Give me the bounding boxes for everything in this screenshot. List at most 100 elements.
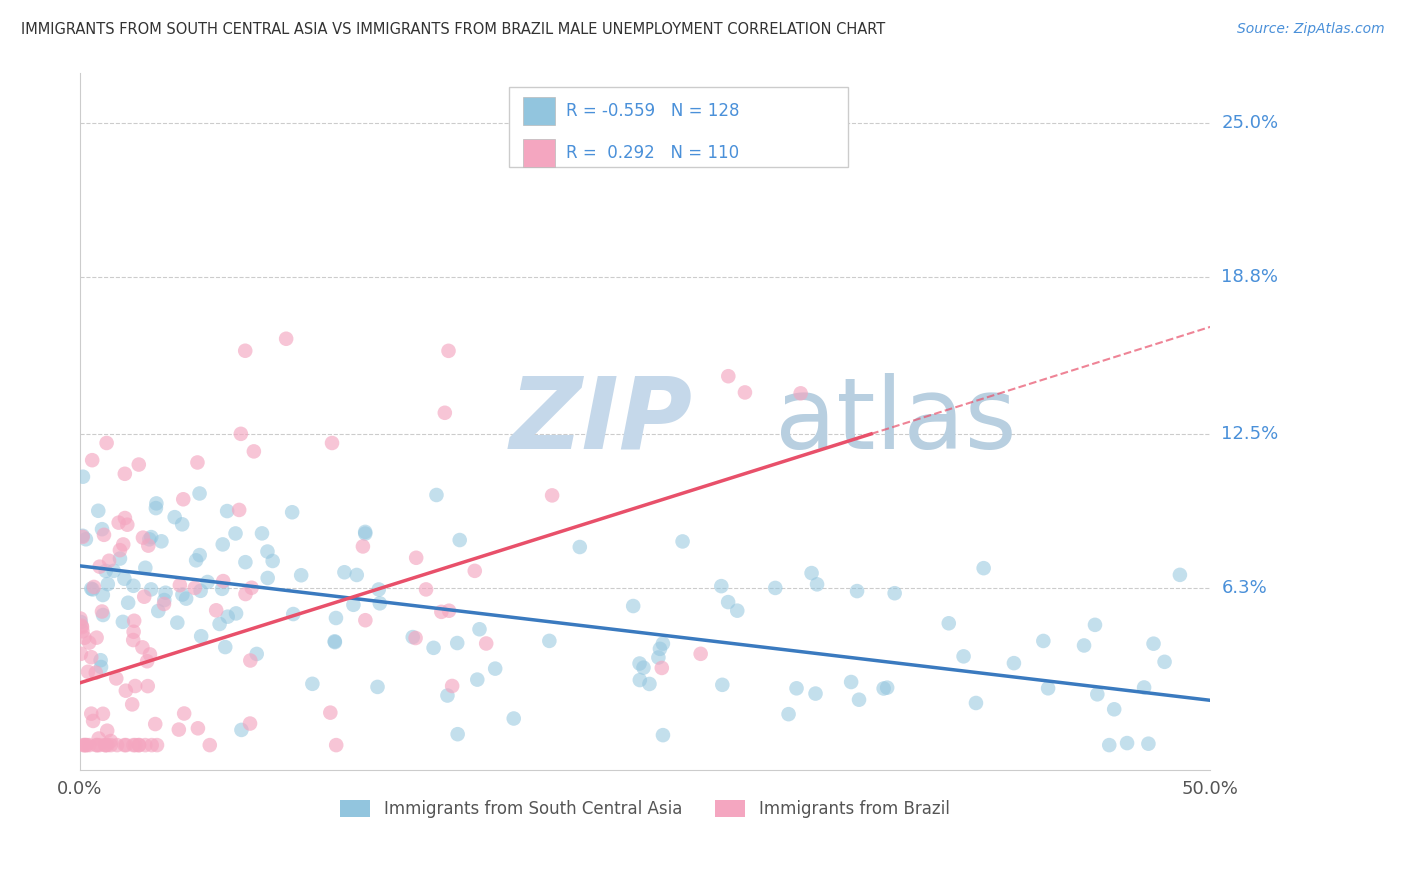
Point [1085, 687, 1108, 701]
Point [186, 455, 208, 469]
Point [72, 530, 94, 544]
Legend: Immigrants from South Central Asia, Immigrants from Brazil: Immigrants from South Central Asia, Immi… [333, 793, 956, 824]
Point [72, 469, 94, 483]
Point [633, 661, 655, 675]
Point [711, 678, 734, 692]
Point [155, 585, 177, 599]
Point [141, 738, 163, 752]
Text: R = -0.559   N = 128: R = -0.559 N = 128 [565, 102, 740, 120]
Point [91, 605, 114, 619]
Point [75, 738, 97, 752]
Point [90, 660, 112, 674]
Point [128, 458, 150, 472]
Point [91, 607, 114, 622]
Point [628, 657, 651, 671]
Point [77, 738, 100, 752]
Point [87, 731, 110, 746]
Point [233, 343, 256, 358]
Point [93, 528, 115, 542]
Point [83, 580, 105, 594]
Point [96, 436, 118, 450]
Point [1102, 702, 1125, 716]
Point [94, 564, 117, 578]
Point [502, 711, 524, 725]
Text: 6.3%: 6.3% [1222, 579, 1267, 598]
Point [1036, 681, 1059, 696]
Point [115, 683, 138, 698]
Point [122, 624, 145, 639]
Point [86, 738, 108, 752]
Point [97, 577, 120, 591]
Point [323, 635, 346, 649]
Point [433, 406, 456, 420]
Point [1032, 634, 1054, 648]
Point [301, 677, 323, 691]
Point [94, 738, 117, 752]
Point [75, 738, 97, 752]
Point [211, 582, 233, 596]
Point [105, 738, 128, 752]
Point [80, 650, 103, 665]
Point [115, 738, 138, 752]
FancyBboxPatch shape [523, 97, 554, 125]
Point [806, 577, 828, 591]
Point [1084, 618, 1107, 632]
Point [114, 738, 136, 752]
Point [146, 738, 169, 752]
Point [82, 714, 104, 728]
Point [710, 579, 733, 593]
Text: IMMIGRANTS FROM SOUTH CENTRAL ASIA VS IMMIGRANTS FROM BRAZIL MALE UNEMPLOYMENT C: IMMIGRANTS FROM SOUTH CENTRAL ASIA VS IM… [21, 22, 886, 37]
Point [651, 661, 673, 675]
Point [208, 617, 231, 632]
Point [108, 543, 131, 558]
Point [883, 586, 905, 600]
Point [1073, 639, 1095, 653]
Point [319, 706, 342, 720]
Point [139, 648, 162, 662]
Point [231, 723, 253, 737]
Point [122, 579, 145, 593]
Point [197, 574, 219, 589]
Point [114, 511, 136, 525]
Point [276, 332, 298, 346]
Point [128, 738, 150, 752]
Point [621, 599, 644, 613]
Point [367, 582, 389, 597]
Point [174, 591, 197, 606]
Point [239, 653, 262, 667]
Point [262, 554, 284, 568]
Point [94, 738, 117, 752]
Point [235, 587, 257, 601]
Point [107, 516, 129, 530]
Point [117, 517, 139, 532]
Point [188, 548, 211, 562]
Point [778, 707, 800, 722]
Point [136, 539, 159, 553]
Point [648, 641, 671, 656]
Point [952, 649, 974, 664]
Point [211, 537, 233, 551]
Point [465, 673, 488, 687]
Point [173, 706, 195, 721]
Point [136, 679, 159, 693]
Text: atlas: atlas [775, 373, 1017, 470]
Point [131, 640, 153, 655]
Point [352, 540, 374, 554]
Point [172, 588, 194, 602]
Point [425, 488, 447, 502]
Point [717, 369, 740, 384]
Point [475, 636, 498, 650]
Point [184, 553, 207, 567]
Point [628, 673, 651, 687]
Point [689, 647, 711, 661]
Point [96, 738, 118, 752]
Point [217, 504, 239, 518]
Point [145, 496, 167, 510]
Point [250, 526, 273, 541]
Point [105, 672, 128, 686]
Point [124, 679, 146, 693]
Point [1142, 637, 1164, 651]
Point [108, 551, 131, 566]
Point [638, 677, 661, 691]
Point [848, 692, 870, 706]
